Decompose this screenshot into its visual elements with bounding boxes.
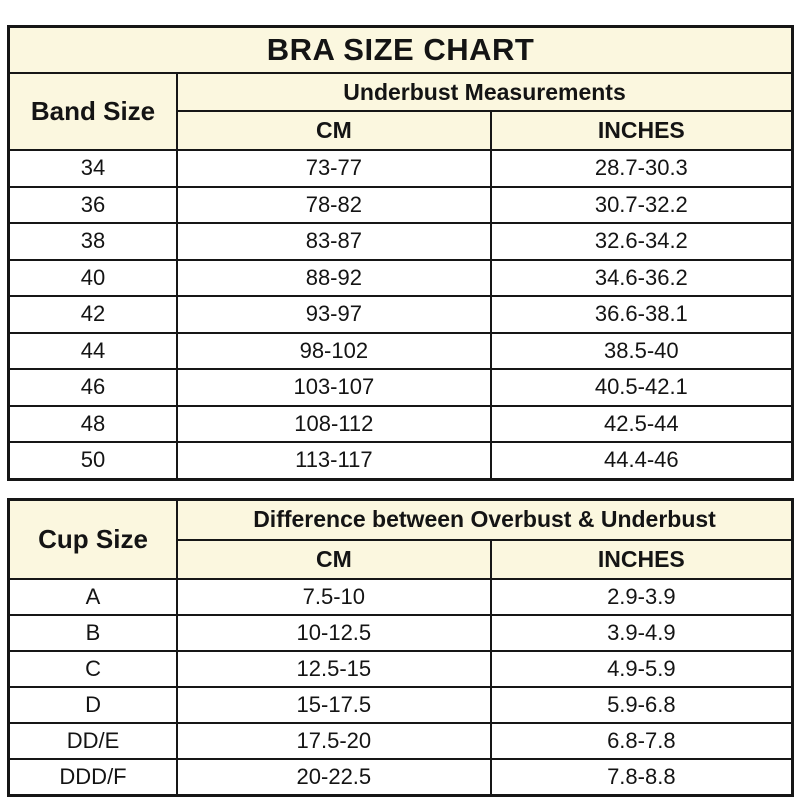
inches-cell: 36.6-38.1 <box>489 295 794 334</box>
band-cell: 38 <box>7 222 179 261</box>
cm-cell: 103-107 <box>176 368 492 407</box>
inches-cell: 34.6-36.2 <box>489 258 794 297</box>
inches-cell: 30.7-32.2 <box>489 185 794 224</box>
underbust-measurements-header: Underbust Measurements <box>176 72 794 112</box>
band-cell: 42 <box>7 295 179 334</box>
band-cell: 48 <box>7 404 179 443</box>
cup-size-header: Cup Size <box>7 498 179 580</box>
table-row: 38 83-87 32.6-34.2 <box>7 222 794 261</box>
inches-header: INCHES <box>489 538 794 580</box>
cm-cell: 15-17.5 <box>176 685 492 724</box>
band-group-header-row: Band Size Underbust Measurements <box>7 72 794 151</box>
inches-cell: 4.9-5.9 <box>489 649 794 688</box>
table-row: B 10-12.5 3.9-4.9 <box>7 613 794 652</box>
cup-size-table: Cup Size Difference between Overbust & U… <box>7 497 794 797</box>
cm-cell: 73-77 <box>176 149 492 188</box>
cm-header: CM <box>176 538 492 580</box>
table-row: 40 88-92 34.6-36.2 <box>7 258 794 297</box>
chart-title: BRA SIZE CHART <box>7 25 794 74</box>
band-cell: 36 <box>7 185 179 224</box>
cm-cell: 12.5-15 <box>176 649 492 688</box>
cm-cell: 20-22.5 <box>176 757 492 796</box>
table-row: DDD/F 20-22.5 7.8-8.8 <box>7 757 794 796</box>
cup-group-header-row: Cup Size Difference between Overbust & U… <box>7 498 794 580</box>
inches-cell: 32.6-34.2 <box>489 222 794 261</box>
cm-cell: 78-82 <box>176 185 492 224</box>
band-size-header: Band Size <box>7 72 179 151</box>
chart-title-row: BRA SIZE CHART <box>7 25 794 74</box>
cm-cell: 88-92 <box>176 258 492 297</box>
cm-header: CM <box>176 110 492 151</box>
band-cell: 46 <box>7 368 179 407</box>
inches-cell: 2.9-3.9 <box>489 577 794 616</box>
table-row: 46 103-107 40.5-42.1 <box>7 368 794 407</box>
band-cell: 44 <box>7 331 179 370</box>
table-gap <box>7 481 794 498</box>
chart-container: BRA SIZE CHART Band Size Underbust Measu… <box>7 25 794 797</box>
inches-cell: 6.8-7.8 <box>489 721 794 760</box>
cup-cell: D <box>7 685 179 724</box>
band-cell: 40 <box>7 258 179 297</box>
cm-cell: 93-97 <box>176 295 492 334</box>
band-size-table: BRA SIZE CHART Band Size Underbust Measu… <box>7 25 794 481</box>
table-row: 34 73-77 28.7-30.3 <box>7 149 794 188</box>
cm-cell: 113-117 <box>176 441 492 480</box>
cup-cell: B <box>7 613 179 652</box>
band-cell: 50 <box>7 441 179 480</box>
table-row: D 15-17.5 5.9-6.8 <box>7 685 794 724</box>
table-row: 50 113-117 44.4-46 <box>7 441 794 480</box>
inches-cell: 44.4-46 <box>489 441 794 480</box>
table-row: C 12.5-15 4.9-5.9 <box>7 649 794 688</box>
cup-col-header-row: CM INCHES <box>9 538 794 580</box>
cm-cell: 7.5-10 <box>176 577 492 616</box>
band-col-header-row: CM INCHES <box>9 110 794 151</box>
cm-cell: 108-112 <box>176 404 492 443</box>
cup-cell: DDD/F <box>7 757 179 796</box>
inches-cell: 40.5-42.1 <box>489 368 794 407</box>
table-row: 36 78-82 30.7-32.2 <box>7 185 794 224</box>
table-row: DD/E 17.5-20 6.8-7.8 <box>7 721 794 760</box>
table-row: A 7.5-10 2.9-3.9 <box>7 577 794 616</box>
cup-cell: C <box>7 649 179 688</box>
inches-cell: 7.8-8.8 <box>489 757 794 796</box>
inches-cell: 42.5-44 <box>489 404 794 443</box>
cm-cell: 83-87 <box>176 222 492 261</box>
difference-header: Difference between Overbust & Underbust <box>176 498 794 541</box>
table-row: 42 93-97 36.6-38.1 <box>7 295 794 334</box>
cm-cell: 10-12.5 <box>176 613 492 652</box>
inches-cell: 38.5-40 <box>489 331 794 370</box>
inches-cell: 3.9-4.9 <box>489 613 794 652</box>
cup-cell: DD/E <box>7 721 179 760</box>
inches-cell: 5.9-6.8 <box>489 685 794 724</box>
cup-cell: A <box>7 577 179 616</box>
inches-cell: 28.7-30.3 <box>489 149 794 188</box>
cm-cell: 98-102 <box>176 331 492 370</box>
inches-header: INCHES <box>489 110 794 151</box>
table-row: 44 98-102 38.5-40 <box>7 331 794 370</box>
table-row: 48 108-112 42.5-44 <box>7 404 794 443</box>
band-cell: 34 <box>7 149 179 188</box>
cm-cell: 17.5-20 <box>176 721 492 760</box>
